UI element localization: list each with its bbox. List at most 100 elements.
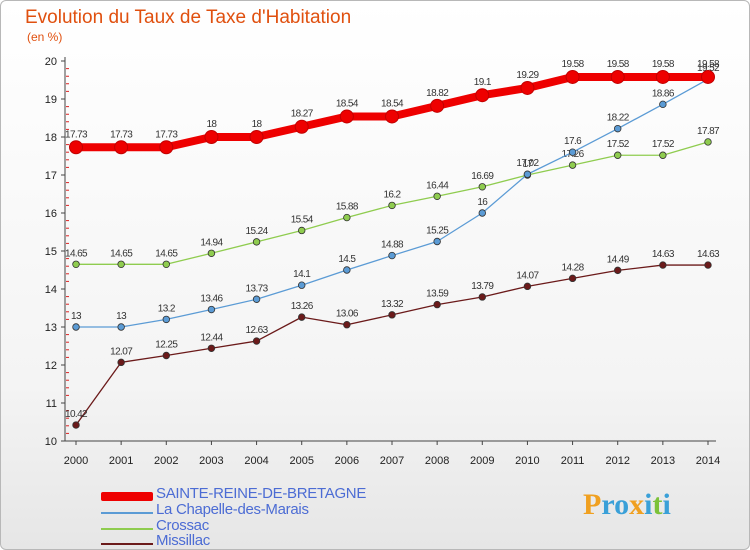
logo-letter: i [644,488,653,521]
data-label: 17.52 [652,139,675,150]
data-point [430,98,445,113]
data-label: 12.63 [246,325,269,336]
data-label: 18.86 [652,88,675,99]
x-tick-label: 2008 [425,455,449,467]
data-label: 19.58 [562,59,585,70]
data-point [117,358,125,367]
data-point [523,282,532,291]
data-point [704,261,712,269]
x-tick-label: 2012 [605,455,629,467]
data-label: 14.88 [381,240,404,251]
y-tick-label: 15 [45,246,57,258]
data-point [339,109,354,124]
data-point [298,313,306,321]
data-label: 19.52 [697,63,720,74]
x-tick-label: 2003 [199,455,223,467]
data-label: 14.65 [155,248,178,259]
data-point [207,305,216,314]
data-label: 14.28 [562,262,585,273]
data-label: 13 [116,311,127,322]
data-label: 17.52 [607,139,630,150]
data-label: 13.26 [291,301,314,312]
y-tick-label: 11 [46,398,57,410]
x-tick-label: 2001 [109,455,133,467]
data-point [614,266,622,275]
data-point [252,238,261,246]
data-point [388,311,396,319]
data-point [568,148,577,156]
y-tick-label: 16 [45,208,57,220]
data-point [704,138,712,146]
data-point [520,80,535,95]
data-label: 12.07 [110,346,133,357]
x-tick-label: 2014 [696,455,720,467]
data-point [72,421,80,429]
logo-letter: t [652,488,663,521]
logo-letter: o [614,488,630,521]
data-point [478,293,486,301]
x-tick-label: 2000 [64,455,88,467]
data-point [159,140,174,155]
data-point [388,201,396,210]
data-label: 13.59 [426,289,449,300]
legend-swatch-la-chapelle [101,512,153,514]
logo-letter: x [629,488,645,521]
data-label: 19.58 [607,59,630,70]
data-label: 17.73 [155,129,178,140]
data-point [162,260,170,268]
data-point [568,274,577,283]
data-label: 10.42 [65,409,88,420]
legend-label-la-chapelle: La Chapelle-des-Marais [156,501,309,518]
data-label: 13.06 [336,309,359,320]
legend-swatch-sainte-reine [101,492,153,501]
data-label: 14.63 [697,249,720,260]
data-label: 18.54 [336,98,359,109]
legend-label-crossac: Crossac [156,517,209,534]
data-label: 14.65 [110,248,133,259]
data-label: 14.1 [293,269,311,280]
data-point [433,192,441,200]
data-label: 12.25 [155,340,178,351]
data-label: 19.29 [516,70,539,81]
data-point [204,130,219,144]
x-tick-label: 2007 [380,455,404,467]
data-label: 13.32 [381,299,404,310]
data-point [343,266,351,274]
data-label: 17.6 [564,136,582,147]
data-point [655,69,670,84]
data-point [114,140,129,155]
legend-label-missillac: Missillac [156,532,210,549]
data-point [568,161,577,169]
x-tick-label: 2011 [561,455,585,467]
data-point [252,295,261,303]
logo-letter: P [583,488,602,521]
y-tick-label: 13 [45,322,57,334]
x-tick-label: 2010 [515,455,539,467]
data-label: 14.65 [65,248,88,259]
x-tick-label: 2004 [244,455,268,467]
chart-title: Evolution du Taux de Taxe d'Habitation [25,7,352,28]
data-label: 14.5 [338,254,356,265]
data-label: 18.22 [607,113,630,124]
data-label: 16.2 [383,189,401,200]
y-tick-label: 19 [45,94,57,106]
legend-swatch-crossac [101,528,153,530]
y-tick-label: 17 [45,170,57,182]
data-point [701,69,715,84]
data-label: 16 [477,197,488,208]
data-label: 13.73 [246,283,269,294]
proxiti-logo: Proxiti [583,488,671,522]
data-label: 15.88 [336,202,359,213]
legend-label-sainte-reine: SAINTE-REINE-DE-BRETAGNE [156,485,367,502]
data-point [433,300,441,309]
data-point [659,100,667,109]
data-point [117,323,125,331]
data-point [298,226,306,235]
data-point [72,260,80,268]
data-point [207,249,216,257]
logo-letter: i [662,488,671,521]
data-point [610,69,625,84]
data-point [162,351,170,360]
x-tick-label: 2013 [651,455,675,467]
